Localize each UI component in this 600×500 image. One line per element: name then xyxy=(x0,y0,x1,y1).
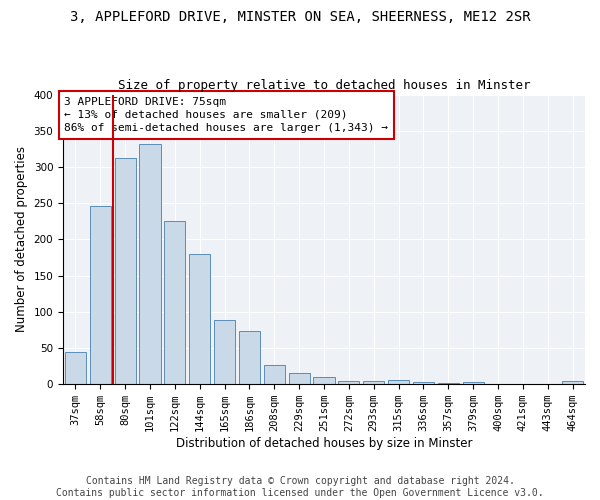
Bar xyxy=(438,383,459,384)
Bar xyxy=(338,382,359,384)
Bar xyxy=(562,382,583,384)
Bar xyxy=(463,382,484,384)
Bar xyxy=(264,366,285,384)
Bar xyxy=(189,254,210,384)
Bar xyxy=(65,352,86,384)
Bar xyxy=(313,377,335,384)
Bar xyxy=(388,380,409,384)
Bar xyxy=(214,320,235,384)
Text: Contains HM Land Registry data © Crown copyright and database right 2024.
Contai: Contains HM Land Registry data © Crown c… xyxy=(56,476,544,498)
Bar xyxy=(363,380,384,384)
X-axis label: Distribution of detached houses by size in Minster: Distribution of detached houses by size … xyxy=(176,437,472,450)
Bar xyxy=(289,372,310,384)
Bar xyxy=(115,158,136,384)
Y-axis label: Number of detached properties: Number of detached properties xyxy=(15,146,28,332)
Title: Size of property relative to detached houses in Minster: Size of property relative to detached ho… xyxy=(118,79,530,92)
Bar xyxy=(413,382,434,384)
Bar xyxy=(239,330,260,384)
Bar xyxy=(90,206,111,384)
Text: 3 APPLEFORD DRIVE: 75sqm
← 13% of detached houses are smaller (209)
86% of semi-: 3 APPLEFORD DRIVE: 75sqm ← 13% of detach… xyxy=(64,96,388,133)
Bar xyxy=(139,144,161,384)
Text: 3, APPLEFORD DRIVE, MINSTER ON SEA, SHEERNESS, ME12 2SR: 3, APPLEFORD DRIVE, MINSTER ON SEA, SHEE… xyxy=(70,10,530,24)
Bar xyxy=(164,222,185,384)
